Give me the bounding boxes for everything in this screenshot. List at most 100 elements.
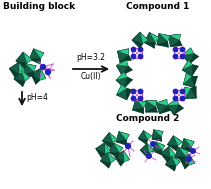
Polygon shape: [37, 58, 41, 64]
Polygon shape: [181, 139, 191, 149]
Polygon shape: [116, 153, 119, 158]
Polygon shape: [184, 87, 195, 99]
Polygon shape: [116, 60, 128, 66]
Polygon shape: [96, 143, 105, 154]
Polygon shape: [23, 64, 34, 75]
Polygon shape: [159, 150, 162, 155]
Circle shape: [180, 47, 185, 52]
Polygon shape: [156, 142, 165, 150]
Polygon shape: [29, 58, 41, 64]
Polygon shape: [167, 99, 179, 105]
Polygon shape: [140, 143, 147, 155]
Polygon shape: [184, 139, 194, 147]
Polygon shape: [152, 130, 161, 139]
Polygon shape: [192, 65, 199, 76]
Polygon shape: [184, 87, 191, 99]
Polygon shape: [9, 68, 19, 78]
Circle shape: [147, 154, 151, 158]
Polygon shape: [170, 41, 182, 47]
Polygon shape: [146, 101, 156, 112]
Polygon shape: [149, 32, 160, 43]
Circle shape: [151, 142, 155, 146]
Polygon shape: [14, 70, 21, 84]
Polygon shape: [102, 141, 113, 148]
Polygon shape: [152, 43, 155, 48]
Polygon shape: [156, 103, 168, 114]
Polygon shape: [118, 51, 129, 62]
Polygon shape: [132, 32, 143, 44]
Polygon shape: [144, 32, 152, 46]
Polygon shape: [171, 156, 180, 166]
Polygon shape: [14, 62, 25, 75]
Circle shape: [138, 54, 143, 59]
Polygon shape: [157, 34, 168, 45]
Polygon shape: [160, 106, 171, 114]
Polygon shape: [179, 105, 184, 110]
Polygon shape: [21, 81, 25, 87]
Polygon shape: [108, 153, 119, 158]
Polygon shape: [182, 48, 195, 58]
Polygon shape: [156, 142, 165, 153]
Polygon shape: [138, 44, 143, 49]
Polygon shape: [122, 66, 132, 76]
Polygon shape: [115, 151, 124, 162]
Polygon shape: [146, 101, 154, 112]
Polygon shape: [128, 77, 133, 82]
Polygon shape: [181, 139, 189, 151]
Polygon shape: [167, 136, 178, 146]
Polygon shape: [19, 62, 25, 74]
Circle shape: [180, 89, 185, 94]
Polygon shape: [133, 108, 144, 114]
Polygon shape: [116, 132, 124, 143]
Polygon shape: [144, 43, 155, 48]
Polygon shape: [102, 132, 113, 143]
Circle shape: [180, 54, 185, 59]
Polygon shape: [169, 35, 179, 47]
Circle shape: [191, 149, 195, 153]
Polygon shape: [118, 49, 129, 55]
Polygon shape: [167, 99, 180, 110]
Circle shape: [187, 157, 191, 161]
Circle shape: [138, 96, 143, 101]
Polygon shape: [119, 162, 124, 166]
Polygon shape: [100, 154, 105, 158]
Polygon shape: [108, 143, 119, 153]
Text: pH=3.2: pH=3.2: [77, 53, 106, 62]
Polygon shape: [167, 106, 171, 111]
Polygon shape: [146, 107, 157, 112]
Polygon shape: [175, 147, 182, 160]
Polygon shape: [31, 68, 41, 80]
Polygon shape: [183, 74, 196, 84]
Polygon shape: [116, 92, 130, 100]
Text: Compound 2: Compound 2: [116, 114, 180, 123]
Polygon shape: [124, 77, 133, 88]
Circle shape: [173, 89, 178, 94]
Polygon shape: [25, 64, 36, 72]
Polygon shape: [169, 34, 180, 45]
Polygon shape: [115, 151, 124, 163]
Polygon shape: [173, 136, 182, 146]
Polygon shape: [119, 132, 129, 143]
Polygon shape: [34, 49, 44, 58]
Polygon shape: [9, 62, 19, 74]
Circle shape: [41, 64, 46, 70]
Polygon shape: [23, 64, 27, 69]
Polygon shape: [169, 146, 176, 158]
Polygon shape: [132, 40, 143, 49]
Polygon shape: [23, 52, 32, 66]
Polygon shape: [14, 70, 25, 81]
Polygon shape: [29, 49, 41, 59]
Polygon shape: [14, 79, 25, 87]
Circle shape: [173, 96, 178, 101]
Circle shape: [138, 89, 143, 94]
Polygon shape: [183, 76, 194, 88]
Polygon shape: [105, 143, 111, 154]
Polygon shape: [143, 130, 151, 140]
Polygon shape: [109, 132, 118, 145]
Polygon shape: [152, 130, 159, 140]
Polygon shape: [16, 52, 23, 66]
Polygon shape: [182, 53, 194, 64]
Polygon shape: [138, 32, 148, 46]
Polygon shape: [119, 132, 129, 140]
Polygon shape: [156, 99, 168, 106]
